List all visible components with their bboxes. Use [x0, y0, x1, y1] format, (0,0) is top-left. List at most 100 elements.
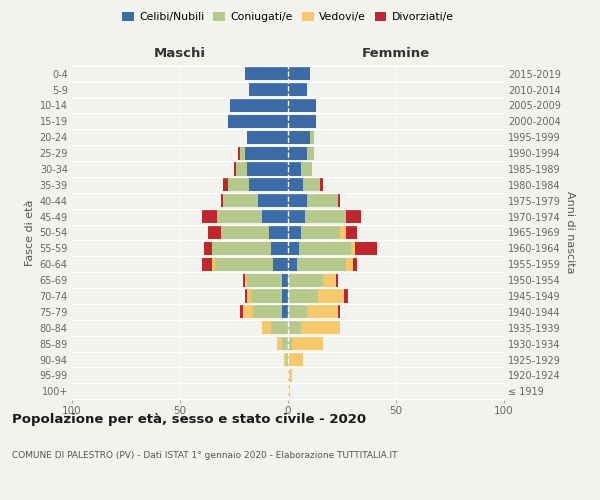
Text: COMUNE DI PALESTRO (PV) - Dati ISTAT 1° gennaio 2020 - Elaborazione TUTTITALIA.I: COMUNE DI PALESTRO (PV) - Dati ISTAT 1° … — [12, 451, 398, 460]
Y-axis label: Fasce di età: Fasce di età — [25, 200, 35, 266]
Bar — [241, 306, 242, 318]
Bar — [271, 242, 288, 255]
Bar — [271, 322, 288, 334]
Bar — [288, 274, 323, 286]
Bar — [247, 290, 251, 302]
Bar — [344, 290, 349, 302]
Bar — [288, 210, 305, 223]
Bar — [245, 146, 288, 160]
Bar — [223, 178, 227, 192]
Bar — [245, 290, 247, 302]
Bar — [202, 258, 212, 271]
Bar — [303, 178, 320, 192]
Bar — [277, 337, 281, 350]
Text: Femmine: Femmine — [362, 47, 430, 60]
Bar — [288, 258, 296, 271]
Bar — [247, 162, 288, 175]
Bar — [288, 146, 307, 160]
Bar — [286, 353, 288, 366]
Bar — [346, 258, 353, 271]
Bar — [288, 67, 310, 80]
Bar — [288, 130, 310, 143]
Bar — [288, 353, 303, 366]
Bar — [288, 83, 307, 96]
Bar — [221, 226, 269, 239]
Bar — [301, 322, 340, 334]
Bar — [215, 258, 273, 271]
Bar — [249, 178, 288, 192]
Bar — [323, 274, 335, 286]
Bar — [288, 242, 299, 255]
Bar — [273, 258, 288, 271]
Bar — [251, 290, 281, 302]
Bar — [346, 210, 361, 223]
Bar — [318, 290, 344, 302]
Bar — [288, 290, 318, 302]
Bar — [301, 226, 340, 239]
Bar — [307, 194, 338, 207]
Bar — [242, 274, 245, 286]
Bar — [335, 274, 338, 286]
Bar — [299, 242, 350, 255]
Bar — [305, 210, 346, 223]
Bar — [353, 258, 357, 271]
Bar — [288, 385, 290, 398]
Bar — [227, 178, 249, 192]
Bar — [288, 194, 307, 207]
Bar — [245, 67, 288, 80]
Bar — [236, 162, 247, 175]
Bar — [296, 258, 346, 271]
Bar — [253, 306, 281, 318]
Text: Maschi: Maschi — [154, 47, 206, 60]
Bar — [204, 242, 212, 255]
Bar — [241, 146, 245, 160]
Bar — [320, 178, 323, 192]
Bar — [223, 194, 258, 207]
Bar — [269, 226, 288, 239]
Bar — [338, 194, 340, 207]
Bar — [355, 242, 377, 255]
Bar — [340, 226, 346, 239]
Bar — [281, 274, 288, 286]
Bar — [212, 258, 215, 271]
Bar — [346, 226, 357, 239]
Bar — [262, 210, 288, 223]
Bar — [212, 242, 271, 255]
Bar — [262, 322, 271, 334]
Bar — [247, 274, 281, 286]
Bar — [281, 306, 288, 318]
Bar — [281, 337, 288, 350]
Bar — [310, 130, 314, 143]
Bar — [227, 115, 288, 128]
Bar — [288, 369, 292, 382]
Bar — [307, 146, 314, 160]
Bar — [242, 306, 253, 318]
Text: Popolazione per età, sesso e stato civile - 2020: Popolazione per età, sesso e stato civil… — [12, 412, 366, 426]
Bar — [288, 322, 301, 334]
Bar — [258, 194, 288, 207]
Bar — [288, 99, 316, 112]
Bar — [284, 353, 286, 366]
Bar — [238, 146, 241, 160]
Bar — [292, 337, 323, 350]
Bar — [230, 99, 288, 112]
Bar — [202, 210, 217, 223]
Bar — [288, 162, 301, 175]
Bar — [288, 337, 292, 350]
Bar — [350, 242, 355, 255]
Bar — [208, 226, 221, 239]
Bar — [288, 306, 307, 318]
Bar — [247, 130, 288, 143]
Bar — [338, 306, 340, 318]
Legend: Celibi/Nubili, Coniugati/e, Vedovi/e, Divorziati/e: Celibi/Nubili, Coniugati/e, Vedovi/e, Di… — [118, 8, 458, 27]
Bar — [288, 226, 301, 239]
Bar — [307, 306, 338, 318]
Bar — [217, 210, 262, 223]
Bar — [245, 274, 247, 286]
Y-axis label: Anni di nascita: Anni di nascita — [565, 191, 575, 274]
Bar — [288, 178, 303, 192]
Bar — [221, 194, 223, 207]
Bar — [281, 290, 288, 302]
Bar — [234, 162, 236, 175]
Bar — [288, 115, 316, 128]
